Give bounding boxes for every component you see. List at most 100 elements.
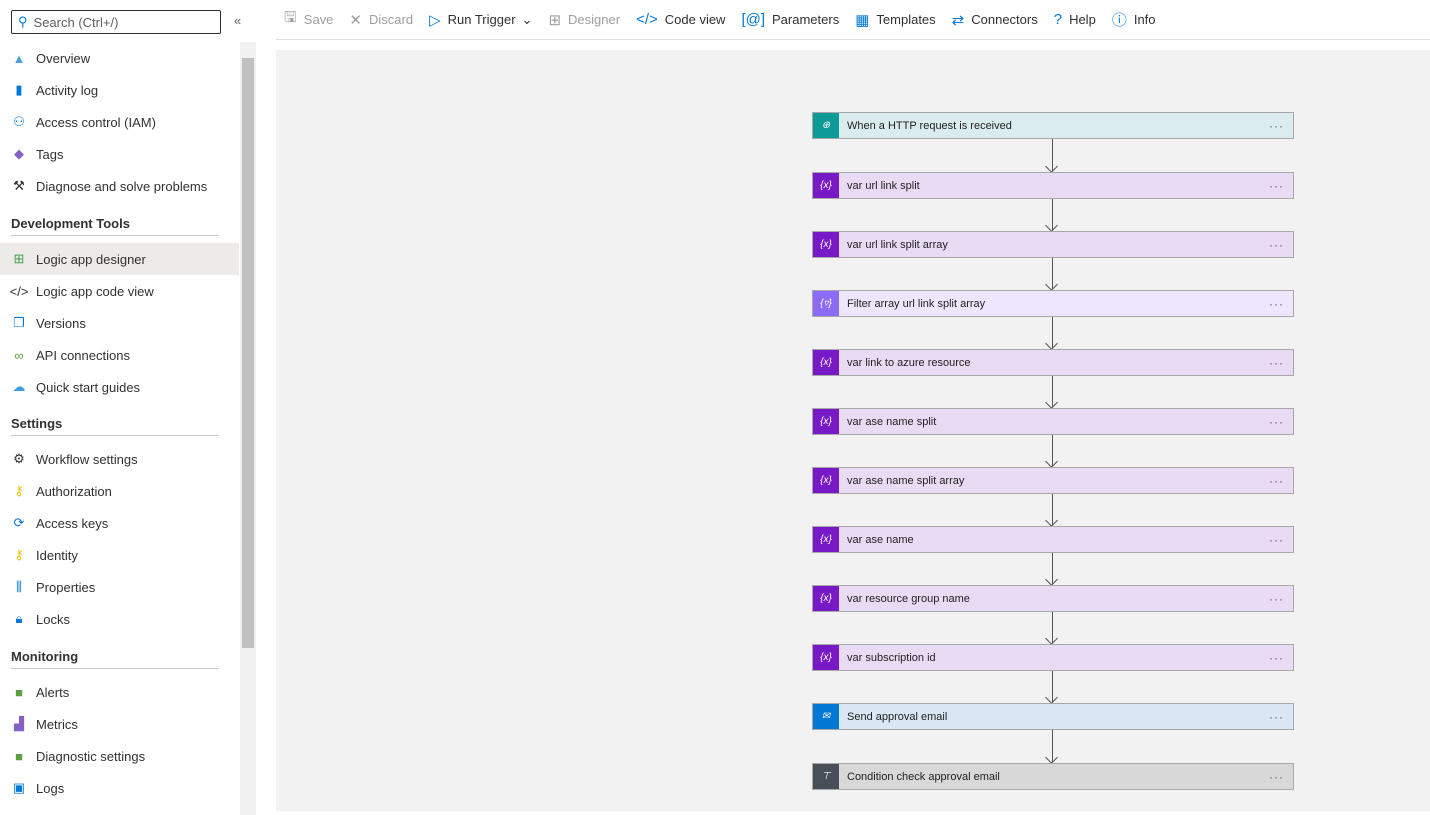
help-icon: ? — [1053, 11, 1063, 28]
workflow-step[interactable]: ⊤ Condition check approval email ··· — [812, 763, 1294, 790]
quick-start-icon: ☁ — [12, 379, 26, 394]
sidebar-item-alerts[interactable]: ■ Alerts — [0, 676, 239, 708]
more-options-button[interactable]: ··· — [1269, 473, 1284, 488]
more-options-button[interactable]: ··· — [1269, 296, 1284, 311]
sidebar-item-authorization[interactable]: ⚷ Authorization — [0, 475, 239, 507]
more-options-button[interactable]: ··· — [1269, 178, 1284, 193]
connectors-button[interactable]: ⇄ Connectors — [952, 11, 1038, 29]
sidebar-item-logs[interactable]: ▣ Logs — [0, 772, 239, 804]
alert-icon: ■ — [15, 684, 23, 700]
variable-icon: {x} — [813, 350, 839, 375]
sidebar-item-label: Workflow settings — [36, 451, 138, 467]
gear-icon: ⚙ — [13, 451, 25, 466]
key-icon: ⚷ — [14, 483, 24, 498]
save-button[interactable]: 🖫︎ Save — [284, 7, 333, 32]
sidebar-item-label: Logs — [36, 780, 65, 796]
designer-canvas: ⊕ When a HTTP request is received ··· {x} va… — [276, 50, 1430, 811]
step-title: var ase name split array — [847, 474, 965, 487]
more-options-button[interactable]: ··· — [1269, 532, 1284, 547]
run-trigger-button[interactable]: ▷ Run Trigger ⌄ — [429, 11, 532, 29]
designer-icon: ⊞ — [548, 11, 562, 29]
step-title: Condition check approval email — [847, 770, 1000, 783]
toolbar: 🖫︎ Save ✕ Discard ▷ Run Trigger ⌄ ⊞ Designer </>… — [276, 0, 1430, 40]
sidebar-item-label: Properties — [36, 579, 96, 595]
collapse-sidebar-button[interactable]: « — [234, 13, 242, 28]
sidebar-item-identity[interactable]: ⚷ Identity — [0, 539, 239, 571]
step-title: var ase name split — [847, 415, 937, 428]
workflow-step[interactable]: {x} var ase name ··· — [812, 526, 1294, 553]
sidebar-item-label: API connections — [36, 347, 130, 363]
sidebar-item-diagnose-and-solve-problems[interactable]: ⚒ Diagnose and solve problems — [0, 170, 239, 202]
sidebar-item-metrics[interactable]: ▟ Metrics — [0, 708, 239, 740]
sidebar-item-tags[interactable]: ◆ Tags — [0, 138, 239, 170]
more-options-button[interactable]: ··· — [1269, 355, 1284, 370]
more-options-button[interactable]: ··· — [1269, 118, 1284, 133]
workflow-step[interactable]: {x} var ase name split ··· — [812, 408, 1294, 435]
sidebar-item-label: Tags — [36, 146, 64, 162]
more-options-button[interactable]: ··· — [1269, 709, 1284, 724]
help-button[interactable]: ? Help — [1054, 11, 1096, 28]
sidebar-item-activity-log[interactable]: ▮ Activity log — [0, 74, 239, 106]
filter-icon: {▿} — [813, 291, 839, 316]
workflow-step[interactable]: {x} var url link split ··· — [812, 172, 1294, 199]
sidebar-item-access-keys[interactable]: ⟳ Access keys — [0, 507, 239, 539]
sidebar-item-logic-app-designer[interactable]: ⊞ Logic app designer — [0, 243, 239, 275]
connector-arrow — [1052, 139, 1053, 171]
connector-arrow — [1052, 435, 1053, 466]
section-header: Settings — [11, 416, 219, 436]
code-view-button[interactable]: </> Code view — [636, 11, 725, 28]
workflow-step[interactable]: {x} var link to azure resource ··· — [812, 349, 1294, 376]
sidebar-item-properties[interactable]: ⫼ Properties — [0, 571, 239, 603]
logs-icon: ▣ — [12, 780, 26, 795]
toolbar-label: Run Trigger — [447, 12, 516, 27]
toolbar-label: Templates — [876, 12, 936, 27]
scrollbar-thumb[interactable] — [242, 58, 254, 648]
toolbar-label: Code view — [664, 12, 726, 27]
connector-arrow — [1052, 671, 1053, 702]
sidebar-item-workflow-settings[interactable]: ⚙ Workflow settings — [0, 443, 239, 475]
outlook-icon: ✉ — [813, 704, 839, 729]
more-options-button[interactable]: ··· — [1269, 769, 1284, 784]
sidebar-item-logic-app-code-view[interactable]: </> Logic app code view — [0, 275, 239, 307]
sidebar-item-api-connections[interactable]: ∞ API connections — [0, 339, 239, 371]
sidebar-item-diagnostic-settings[interactable]: ■ Diagnostic settings — [0, 740, 239, 772]
diagnostic-icon: ■ — [15, 748, 23, 764]
sidebar-item-label: Logic app code view — [36, 283, 154, 299]
versions-icon: ❐ — [13, 315, 25, 330]
activity-log-icon: ▮ — [15, 82, 23, 97]
more-options-button[interactable]: ··· — [1269, 414, 1284, 429]
sidebar-item-overview[interactable]: ▲ Overview — [0, 42, 239, 74]
more-options-button[interactable]: ··· — [1269, 591, 1284, 606]
sidebar-item-locks[interactable]: 🔒︎ Locks — [0, 603, 239, 635]
discard-button[interactable]: ✕ Discard — [349, 11, 413, 29]
workflow-step[interactable]: ✉ Send approval email ··· — [812, 703, 1294, 730]
more-options-button[interactable]: ··· — [1269, 237, 1284, 252]
sidebar: ⚲ Search (Ctrl+/) « ▲ Overview ▮ Activity lo… — [0, 0, 256, 815]
step-title: When a HTTP request is received — [847, 119, 1012, 132]
sidebar-item-quick-start-guides[interactable]: ☁ Quick start guides — [0, 371, 239, 403]
workflow-step[interactable]: {x} var ase name split array ··· — [812, 467, 1294, 494]
workflow-step[interactable]: {x} var subscription id ··· — [812, 644, 1294, 671]
workflow-step[interactable]: {x} var url link split array ··· — [812, 231, 1294, 258]
step-title: var url link split — [847, 179, 920, 192]
search-input[interactable]: ⚲ Search (Ctrl+/) — [11, 10, 221, 34]
parameters-button[interactable]: [@] Parameters — [741, 11, 839, 28]
templates-button[interactable]: ▦ Templates — [855, 11, 935, 29]
workflow-step[interactable]: {x} var resource group name ··· — [812, 585, 1294, 612]
variable-icon: {x} — [813, 586, 839, 611]
step-title: var link to azure resource — [847, 356, 971, 369]
designer-button[interactable]: ⊞ Designer — [548, 11, 620, 29]
templates-icon: ▦ — [855, 11, 870, 29]
workflow-step[interactable]: ⊕ When a HTTP request is received ··· — [812, 112, 1294, 139]
more-options-button[interactable]: ··· — [1269, 650, 1284, 665]
workflow-step[interactable]: {▿} Filter array url link split array ··· — [812, 290, 1294, 317]
connectors-icon: ⇄ — [951, 11, 965, 29]
scrollbar[interactable] — [240, 42, 256, 815]
info-button[interactable]: ⓘ Info — [1112, 9, 1156, 30]
sidebar-item-versions[interactable]: ❐ Versions — [0, 307, 239, 339]
variable-icon: {x} — [813, 645, 839, 670]
sidebar-item-label: Alerts — [36, 684, 70, 700]
sidebar-item-label: Overview — [36, 50, 91, 66]
sidebar-item-access-control-iam[interactable]: ⚇ Access control (IAM) — [0, 106, 239, 138]
condition-icon: ⊤ — [813, 764, 839, 789]
